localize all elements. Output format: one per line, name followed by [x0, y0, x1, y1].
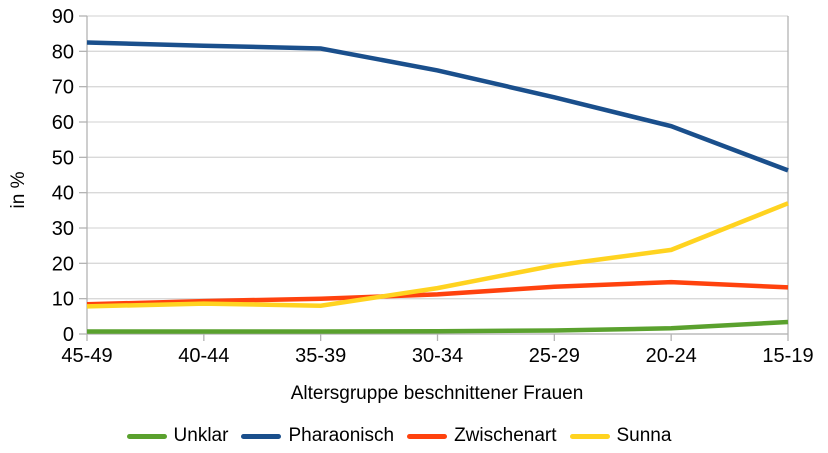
legend-item-sunna: Sunna	[569, 425, 672, 447]
x-tick-label: 25-29	[529, 345, 580, 367]
series-line-pharaonisch	[86, 40, 789, 173]
axes	[79, 15, 789, 341]
legend-swatch-pharaonisch	[241, 433, 282, 439]
legend-label: Pharaonisch	[288, 425, 395, 446]
x-tick-label: 30-34	[412, 345, 463, 367]
x-tick-label: 20-24	[646, 345, 697, 367]
chart-legend: Unklar Pharaonisch Zwischenart Sunna	[0, 425, 798, 447]
gridlines	[87, 15, 788, 335]
x-tick-label: 35-39	[295, 345, 346, 367]
x-axis-title: Altersgruppe beschnittener Frauen	[291, 383, 584, 404]
series-lines	[86, 40, 789, 334]
tick-labels: 0 10 20 30 40 50 60 70 80 90 45-49 40-44 35-39 30-34 2…	[52, 6, 814, 367]
y-axis-title: in %	[8, 171, 29, 208]
legend-label: Unklar	[173, 425, 229, 446]
y-tick-label: 10	[52, 289, 74, 311]
x-tick-label: 45-49	[61, 345, 112, 367]
series-line-sunna	[86, 201, 789, 309]
legend-swatch-unklar	[126, 433, 167, 439]
series-line-zwischenart	[86, 279, 789, 307]
y-tick-label: 70	[52, 77, 74, 99]
legend-item-unklar: Unklar	[126, 425, 229, 447]
y-tick-label: 20	[52, 253, 74, 275]
y-tick-label: 30	[52, 218, 74, 240]
y-tick-label: 60	[52, 112, 74, 134]
y-tick-label: 50	[52, 147, 74, 169]
y-tick-label: 0	[63, 324, 74, 346]
y-tick-label: 40	[52, 183, 74, 205]
x-tick-label: 40-44	[178, 345, 229, 367]
legend-item-zwischenart: Zwischenart	[407, 425, 557, 447]
legend-swatch-zwischenart	[407, 433, 448, 439]
legend-label: Sunna	[616, 425, 672, 446]
legend-swatch-sunna	[569, 433, 610, 439]
legend-label: Zwischenart	[454, 425, 557, 446]
series-line-unklar	[87, 319, 789, 334]
legend-item-pharaonisch: Pharaonisch	[241, 425, 394, 447]
y-tick-label: 80	[52, 41, 74, 63]
y-tick-label: 90	[52, 6, 74, 28]
x-tick-label: 15-19	[762, 345, 813, 367]
